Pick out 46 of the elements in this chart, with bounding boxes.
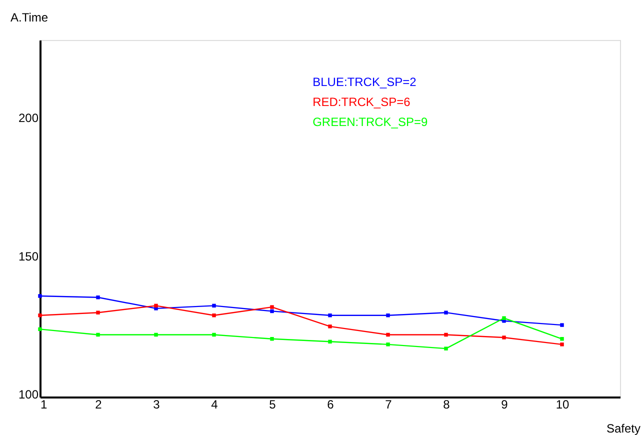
point: [444, 310, 448, 314]
x-axis-title: Safety: [606, 422, 641, 435]
point: [386, 332, 390, 337]
point: [386, 342, 390, 346]
point: [38, 313, 42, 318]
x-tick-label: 1: [40, 398, 48, 412]
point: [270, 305, 274, 309]
point: [96, 310, 100, 314]
x-tick-label: 5: [269, 398, 276, 412]
point: [560, 342, 564, 346]
y-tick-label: 200: [18, 110, 39, 125]
point: [502, 336, 506, 340]
text: BLUE:TRCK_SP=2: [312, 75, 417, 89]
point: [328, 340, 332, 344]
x-tick-label: 10: [556, 398, 570, 412]
y-axis-title: A.Time: [10, 10, 48, 24]
x-tick-label: 3: [153, 398, 160, 412]
text: RED:TRCK_SP=6: [312, 95, 411, 109]
point: [212, 313, 216, 318]
x-tick-label: 7: [385, 398, 392, 412]
point: [154, 332, 158, 337]
point: [38, 294, 42, 298]
point: [212, 332, 216, 337]
point: [154, 304, 158, 308]
point: [444, 332, 448, 337]
point: [328, 313, 332, 318]
point: [270, 309, 274, 314]
y-tick-label: 100: [18, 388, 39, 402]
point: [444, 346, 448, 350]
x-tick-label: 2: [95, 398, 102, 412]
point: [560, 323, 564, 327]
point: [270, 337, 274, 341]
x-tick-label: 6: [327, 398, 334, 412]
point: [96, 296, 100, 300]
point: [212, 304, 216, 308]
point: [38, 327, 42, 332]
x-tick-label: 8: [443, 398, 450, 412]
point: [328, 324, 332, 328]
x-tick-label: 9: [501, 398, 508, 412]
point: [96, 332, 100, 337]
y-tick-label: 150: [18, 249, 39, 264]
point: [502, 316, 506, 320]
point: [386, 313, 390, 318]
text: GREEN:TRCK_SP=9: [312, 115, 428, 129]
x-tick-label: 4: [211, 398, 218, 412]
point: [560, 337, 564, 341]
